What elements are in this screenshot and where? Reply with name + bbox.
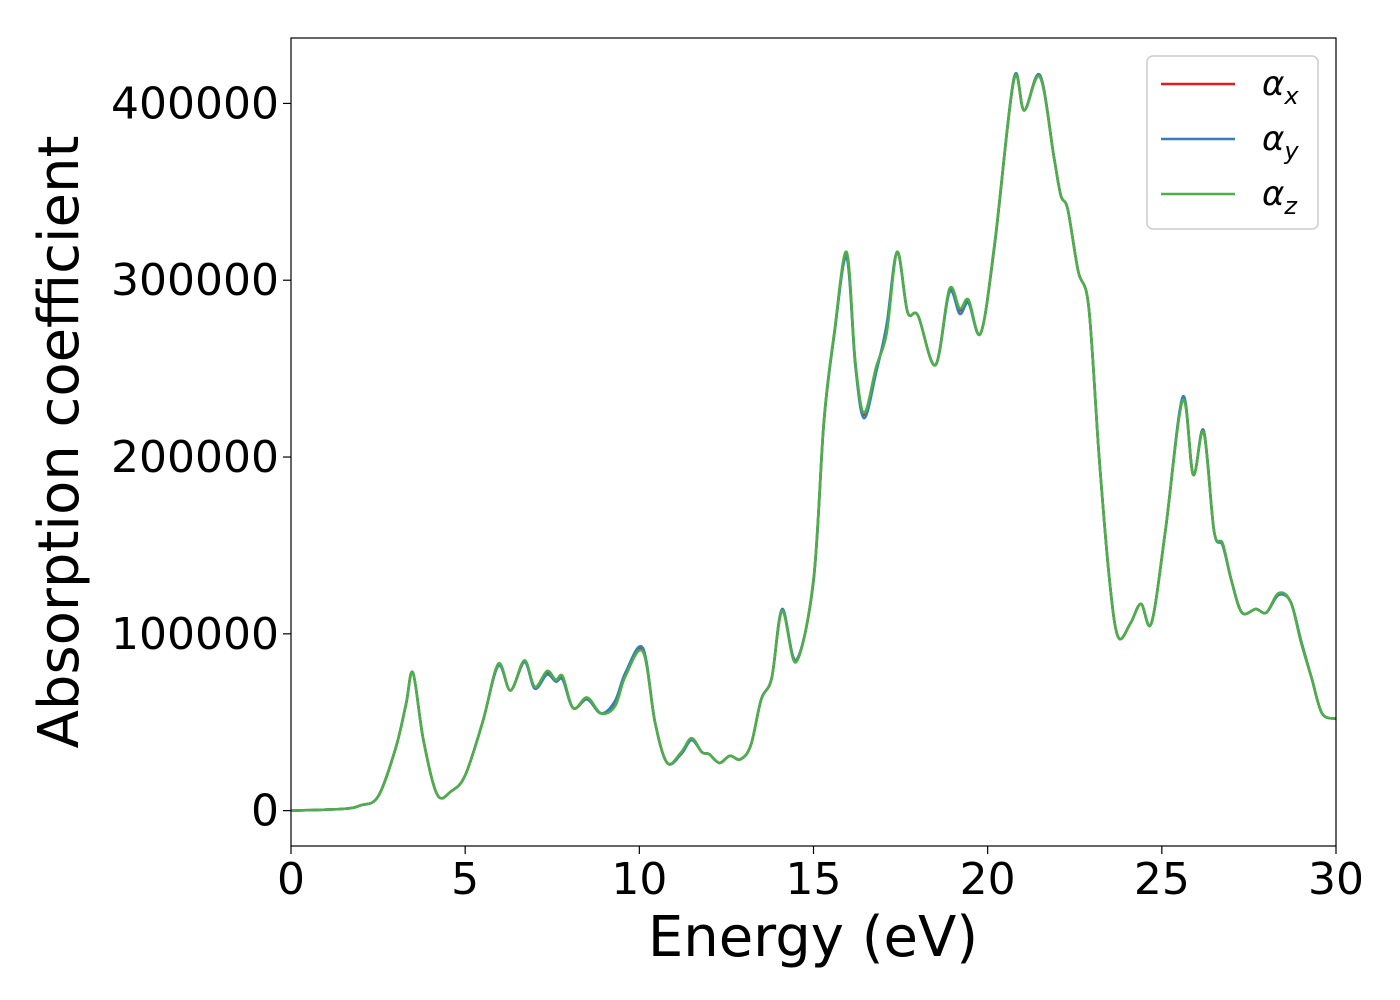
y-tick-label: 0 xyxy=(251,786,279,837)
legend-label-z: αz xyxy=(1262,174,1298,220)
legend-label-x: αx xyxy=(1262,64,1299,110)
legend-items: αx αy αz xyxy=(1161,64,1299,220)
x-tick-label: 15 xyxy=(786,854,842,905)
x-axis-ticks: 0 5 10 15 20 25 30 xyxy=(277,846,1364,905)
y-axis-ticks: 0 100000 200000 300000 400000 xyxy=(111,78,291,837)
legend-label-y: αy xyxy=(1262,119,1299,165)
y-tick-label: 300000 xyxy=(111,255,279,306)
y-axis-label: Absorption coefficient xyxy=(27,136,92,749)
x-tick-label: 25 xyxy=(1134,854,1190,905)
x-tick-label: 20 xyxy=(960,854,1016,905)
x-tick-label: 30 xyxy=(1308,854,1364,905)
y-tick-label: 100000 xyxy=(111,609,279,660)
legend: αx αy αz xyxy=(1146,55,1319,230)
y-tick-label: 400000 xyxy=(111,78,279,129)
x-axis-label: Energy (eV) xyxy=(648,905,978,970)
legend-frame xyxy=(1146,55,1319,230)
y-tick-label: 200000 xyxy=(111,432,279,483)
x-tick-label: 10 xyxy=(611,854,667,905)
x-tick-label: 5 xyxy=(451,854,479,905)
series-layer xyxy=(290,72,1337,812)
x-tick-label: 0 xyxy=(277,854,305,905)
series-line-z xyxy=(290,74,1337,812)
